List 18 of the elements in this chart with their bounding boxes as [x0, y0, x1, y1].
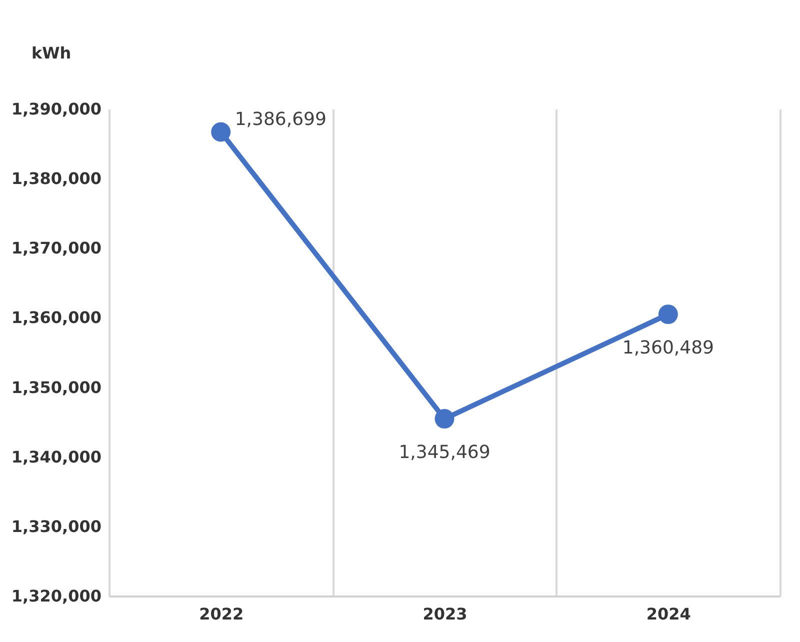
y-tick-label: 1,330,000: [11, 516, 102, 536]
y-tick-label: 1,370,000: [11, 238, 102, 258]
point: [658, 304, 678, 324]
point: [434, 409, 454, 429]
data-label: 1,360,489: [622, 337, 714, 358]
y-tick-label: 1,380,000: [11, 169, 102, 188]
y-axis-title: kWh: [32, 44, 72, 62]
x-tick-label: 2024: [646, 604, 691, 624]
y-tick-label: 1,340,000: [11, 447, 102, 466]
y-tick-label: 1,320,000: [11, 586, 102, 606]
y-tick-label: 1,390,000: [11, 100, 102, 118]
point: [211, 122, 231, 142]
x-tick-label: 2022: [199, 604, 244, 624]
x-tick-label: 2023: [422, 604, 468, 624]
y-tick-label: 1,350,000: [11, 378, 102, 397]
data-label: 1,386,699: [234, 108, 326, 130]
y-tick-label: 1,360,000: [11, 308, 102, 328]
data-label: 1,345,469: [398, 442, 490, 463]
